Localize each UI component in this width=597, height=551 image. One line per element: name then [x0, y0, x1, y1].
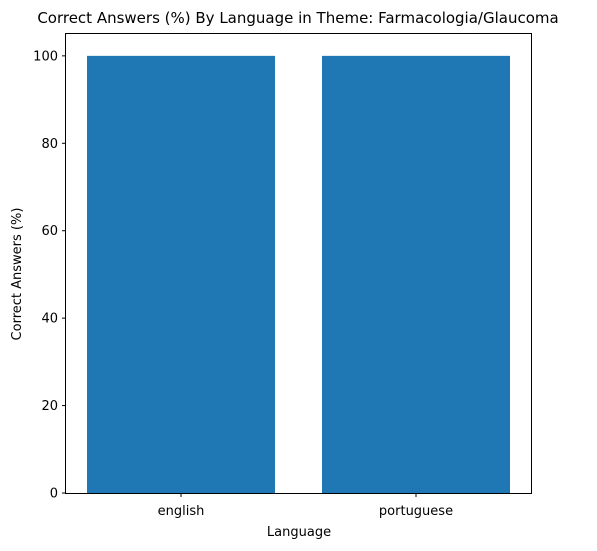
x-tick-label: english: [158, 504, 205, 519]
y-tick-label: 40: [41, 312, 58, 327]
y-axis-label: Correct Answers (%): [10, 208, 25, 341]
y-tick-label: 60: [41, 224, 58, 239]
bar-english: [87, 55, 275, 493]
bar-portuguese: [322, 55, 510, 493]
y-tick-label: 20: [41, 399, 58, 414]
ticks-layer: english portuguese 0 20 40 60 80 100: [33, 49, 453, 519]
bars-layer: [87, 55, 510, 493]
plot-frame: [65, 33, 532, 494]
y-tick-label: 80: [41, 137, 58, 152]
y-tick-label: 100: [33, 49, 58, 64]
y-tick-label: 0: [50, 487, 58, 502]
chart-title: Correct Answers (%) By Language in Theme…: [37, 9, 558, 27]
x-axis-label: Language: [267, 525, 331, 540]
x-tick-label: portuguese: [379, 504, 453, 519]
